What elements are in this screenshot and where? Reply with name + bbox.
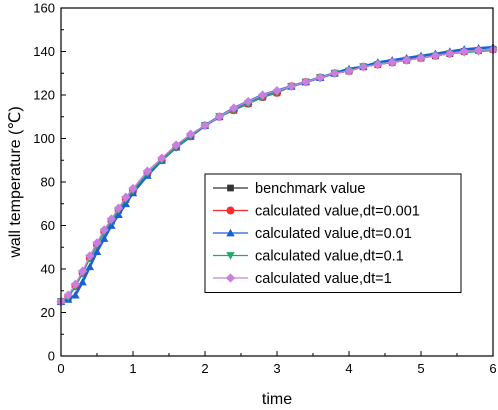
data-point bbox=[121, 192, 131, 202]
legend-item: calculated value,dt=1 bbox=[213, 271, 392, 287]
legend-item: calculated value,dt=0.1 bbox=[213, 249, 404, 265]
data-point bbox=[459, 46, 469, 57]
data-point bbox=[77, 266, 88, 276]
y-tick-label: 140 bbox=[33, 44, 55, 59]
data-point bbox=[445, 49, 455, 59]
legend-marker bbox=[227, 184, 234, 192]
legend-label: calculated value,dt=0.001 bbox=[255, 204, 420, 220]
data-point bbox=[157, 153, 167, 163]
data-point bbox=[171, 140, 181, 150]
data-point bbox=[473, 45, 484, 56]
data-point bbox=[128, 183, 138, 194]
legend-marker bbox=[226, 206, 235, 215]
data-point bbox=[301, 77, 311, 87]
data-point bbox=[85, 262, 94, 271]
data-point bbox=[100, 234, 109, 242]
data-point bbox=[373, 59, 383, 70]
legend-label: calculated value,dt=1 bbox=[255, 271, 392, 287]
x-tick-label: 3 bbox=[273, 361, 280, 376]
data-point bbox=[257, 90, 268, 100]
data-point bbox=[78, 277, 87, 286]
y-tick-label: 0 bbox=[48, 349, 55, 364]
x-tick-label: 6 bbox=[489, 361, 496, 376]
legend-marker bbox=[226, 228, 235, 237]
data-point bbox=[344, 66, 354, 76]
x-tick-label: 1 bbox=[129, 361, 136, 376]
legend-item: calculated value,dt=0.01 bbox=[213, 226, 412, 242]
legend-label: calculated value,dt=0.01 bbox=[255, 226, 412, 242]
data-point bbox=[113, 203, 124, 213]
y-axis: 0 20 40 60 80 100 120 140 160 bbox=[33, 1, 66, 364]
data-point bbox=[243, 96, 253, 107]
legend-marker bbox=[226, 252, 235, 260]
data-point bbox=[416, 53, 426, 63]
y-tick-label: 120 bbox=[33, 88, 55, 103]
data-point bbox=[387, 57, 397, 67]
data-point bbox=[229, 103, 239, 113]
data-point bbox=[92, 238, 102, 248]
data-point bbox=[315, 72, 325, 83]
x-tick-label: 4 bbox=[345, 361, 352, 376]
data-point bbox=[286, 81, 297, 91]
data-point bbox=[142, 166, 153, 176]
data-point bbox=[99, 225, 109, 235]
x-axis: 0 1 2 3 4 5 6 bbox=[57, 351, 497, 376]
legend-item: calculated value,dt=0.001 bbox=[213, 204, 420, 220]
series-5 bbox=[56, 44, 498, 307]
data-point bbox=[214, 112, 225, 122]
legend-label: calculated value,dt=0.1 bbox=[255, 249, 404, 265]
y-axis-title: wall temperature (℃) bbox=[7, 106, 24, 258]
data-point bbox=[70, 279, 81, 289]
legend-marker bbox=[225, 273, 236, 283]
data-point bbox=[272, 86, 282, 96]
data-point bbox=[85, 251, 95, 261]
data-point bbox=[185, 129, 196, 139]
data-point bbox=[200, 120, 210, 131]
y-tick-label: 60 bbox=[41, 218, 55, 233]
data-point bbox=[329, 68, 340, 78]
legend: benchmark value calculated value,dt=0.001… bbox=[204, 173, 462, 293]
data-point bbox=[358, 62, 369, 72]
data-point bbox=[106, 214, 117, 224]
data-point bbox=[92, 247, 102, 255]
x-tick-label: 0 bbox=[57, 361, 64, 376]
data-point bbox=[401, 55, 412, 65]
x-tick-label: 5 bbox=[417, 361, 424, 376]
data-point bbox=[63, 290, 73, 300]
y-tick-label: 100 bbox=[33, 131, 55, 146]
legend-label: benchmark value bbox=[255, 181, 365, 197]
plot-marks bbox=[56, 42, 498, 307]
x-axis-title: time bbox=[262, 391, 292, 408]
data-point bbox=[430, 51, 441, 61]
y-tick-label: 80 bbox=[41, 175, 55, 190]
data-point bbox=[71, 290, 80, 299]
y-tick-label: 160 bbox=[33, 1, 55, 16]
y-tick-label: 20 bbox=[41, 305, 55, 320]
y-tick-label: 40 bbox=[41, 262, 55, 277]
x-tick-label: 2 bbox=[201, 361, 208, 376]
legend-item: benchmark value bbox=[213, 181, 365, 197]
